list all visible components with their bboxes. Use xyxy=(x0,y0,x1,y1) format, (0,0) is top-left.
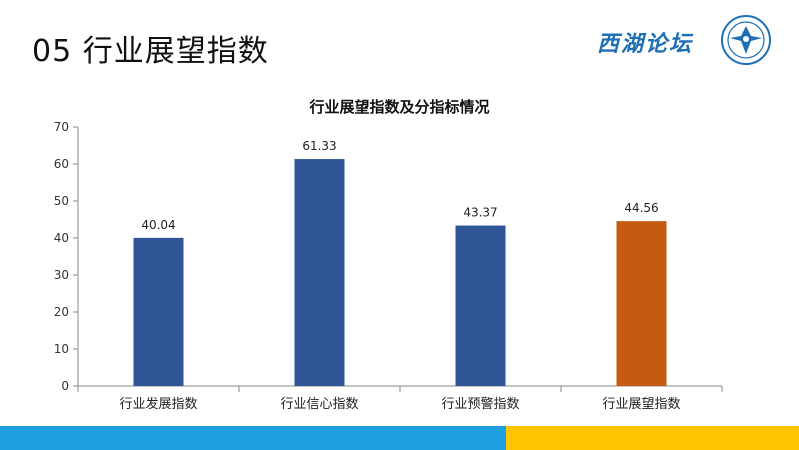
chart-axes: 0 10 20 30 40 50 60 70 xyxy=(54,120,723,393)
brand-logo-icon xyxy=(721,15,771,65)
y-tick-label: 30 xyxy=(54,268,69,282)
slide-title: 05 行业展望指数 xyxy=(32,34,269,69)
x-category-label: 行业信心指数 xyxy=(280,397,358,412)
x-category-label: 行业发展指数 xyxy=(119,396,197,412)
y-tick-label: 10 xyxy=(54,342,69,356)
y-tick-label: 60 xyxy=(54,157,69,171)
bar-2 xyxy=(294,159,345,386)
y-tick-label: 20 xyxy=(54,305,69,319)
bar-1 xyxy=(133,237,184,386)
footer-bar-blue xyxy=(0,426,506,450)
bar-value-label: 44.56 xyxy=(624,201,658,215)
bar-4 xyxy=(616,221,667,386)
y-tick-label: 0 xyxy=(61,379,69,393)
bar-value-label: 61.33 xyxy=(302,139,336,153)
chart-title: 行业展望指数及分指标情况 xyxy=(309,98,490,116)
y-tick-label: 70 xyxy=(54,120,69,134)
bar-value-label: 40.04 xyxy=(141,218,175,232)
y-tick-label: 40 xyxy=(54,231,69,245)
brand-name: 西湖论坛 xyxy=(597,31,694,57)
bar-3 xyxy=(455,225,506,386)
bar-value-label: 43.37 xyxy=(463,206,497,220)
x-category-label: 行业展望指数 xyxy=(602,396,680,412)
y-tick-label: 50 xyxy=(54,194,69,208)
footer-bar-yellow xyxy=(506,426,799,450)
chart-labels: 40.04 行业发展指数 61.33 行业信心指数 43.37 行业预警指数 44.56 行业… xyxy=(119,139,680,412)
x-category-label: 行业预警指数 xyxy=(441,396,519,412)
chart-bars xyxy=(133,159,667,386)
